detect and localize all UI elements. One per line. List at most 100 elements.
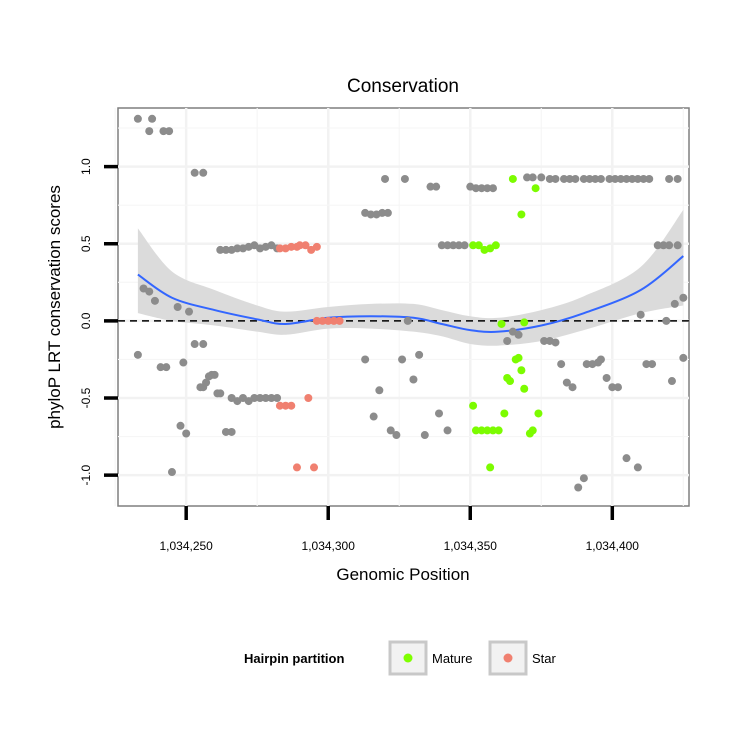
data-point-other xyxy=(199,169,207,177)
data-point-other xyxy=(273,394,281,402)
data-point-other xyxy=(603,374,611,382)
conservation-chart: Conservation 1,034,250 1,034,300 1,034,350… xyxy=(0,0,750,750)
data-point-other xyxy=(199,340,207,348)
data-point-other xyxy=(674,241,682,249)
y-tick-label: 1.0 xyxy=(79,158,93,175)
data-point-other xyxy=(145,127,153,135)
data-point-other xyxy=(145,288,153,296)
x-tick-label: 1,034,250 xyxy=(159,539,213,553)
data-point-other xyxy=(176,422,184,430)
data-point-other xyxy=(384,209,392,217)
data-point-other xyxy=(580,474,588,482)
data-point-other xyxy=(444,426,452,434)
data-point-other xyxy=(401,175,409,183)
data-point-mature xyxy=(520,385,528,393)
data-point-mature xyxy=(534,409,542,417)
data-point-other xyxy=(665,241,673,249)
data-point-mature xyxy=(469,402,477,410)
data-point-mature xyxy=(492,241,500,249)
data-point-other xyxy=(162,363,170,371)
data-point-other xyxy=(404,317,412,325)
data-point-other xyxy=(211,371,219,379)
data-point-other xyxy=(671,300,679,308)
data-point-other xyxy=(668,377,676,385)
data-point-other xyxy=(489,184,497,192)
data-point-other xyxy=(191,340,199,348)
x-axis-title: Genomic Position xyxy=(336,565,469,584)
data-point-other xyxy=(134,351,142,359)
data-point-other xyxy=(421,431,429,439)
data-point-other xyxy=(665,175,673,183)
data-point-other xyxy=(637,311,645,319)
data-point-other xyxy=(557,360,565,368)
data-point-other xyxy=(415,351,423,359)
y-tick-label: 0.0 xyxy=(79,312,93,329)
x-tick-label: 1,034,400 xyxy=(586,539,640,553)
data-point-other xyxy=(409,376,417,384)
legend-label-star: Star xyxy=(532,651,557,666)
chart-title: Conservation xyxy=(347,76,459,97)
data-point-mature xyxy=(532,184,540,192)
data-point-other xyxy=(662,317,670,325)
x-tick-label: 1,034,300 xyxy=(302,539,356,553)
data-point-mature xyxy=(509,175,517,183)
data-point-mature xyxy=(517,210,525,218)
data-point-other xyxy=(174,303,182,311)
data-point-other xyxy=(185,308,193,316)
data-point-other xyxy=(398,355,406,363)
data-point-star xyxy=(313,243,321,251)
data-point-other xyxy=(134,115,142,123)
legend-label-mature: Mature xyxy=(432,651,472,666)
y-tick-label: 0.5 xyxy=(79,235,93,252)
data-point-other xyxy=(551,338,559,346)
data-point-other xyxy=(191,169,199,177)
y-tick-label: -1.0 xyxy=(79,464,93,485)
data-point-star xyxy=(310,463,318,471)
data-point-star xyxy=(336,317,344,325)
data-point-other xyxy=(216,389,224,397)
data-point-other xyxy=(529,173,537,181)
data-point-star xyxy=(304,394,312,402)
data-point-other xyxy=(179,359,187,367)
data-point-other xyxy=(571,175,579,183)
data-point-other xyxy=(679,294,687,302)
data-point-mature xyxy=(500,409,508,417)
data-point-other xyxy=(551,175,559,183)
data-point-mature xyxy=(495,426,503,434)
data-point-mature xyxy=(515,354,523,362)
data-point-other xyxy=(461,241,469,249)
data-point-other xyxy=(381,175,389,183)
data-point-other xyxy=(679,354,687,362)
data-point-mature xyxy=(529,426,537,434)
data-point-other xyxy=(614,383,622,391)
legend-title: Hairpin partition xyxy=(244,651,344,666)
data-point-other xyxy=(634,463,642,471)
data-point-other xyxy=(375,386,383,394)
y-axis-title: phyloP LRT conservation scores xyxy=(45,185,64,429)
data-point-other xyxy=(537,173,545,181)
data-point-other xyxy=(392,431,400,439)
data-point-mature xyxy=(486,463,494,471)
legend-dot-mature xyxy=(404,654,413,663)
data-point-other xyxy=(645,175,653,183)
data-point-other xyxy=(648,360,656,368)
data-point-other xyxy=(370,413,378,421)
data-point-other xyxy=(597,355,605,363)
data-point-other xyxy=(168,468,176,476)
data-point-other xyxy=(165,127,173,135)
data-point-other xyxy=(148,115,156,123)
data-point-other xyxy=(182,429,190,437)
data-point-other xyxy=(503,337,511,345)
data-point-star xyxy=(287,402,295,410)
data-point-mature xyxy=(517,366,525,374)
data-point-other xyxy=(228,428,236,436)
data-point-other xyxy=(574,483,582,491)
x-tick-label: 1,034,350 xyxy=(444,539,498,553)
data-point-other xyxy=(515,331,523,339)
data-point-mature xyxy=(506,377,514,385)
data-point-other xyxy=(435,409,443,417)
y-tick-label: -0.5 xyxy=(79,387,93,408)
data-point-other xyxy=(432,183,440,191)
legend-dot-star xyxy=(504,654,513,663)
data-point-other xyxy=(623,454,631,462)
